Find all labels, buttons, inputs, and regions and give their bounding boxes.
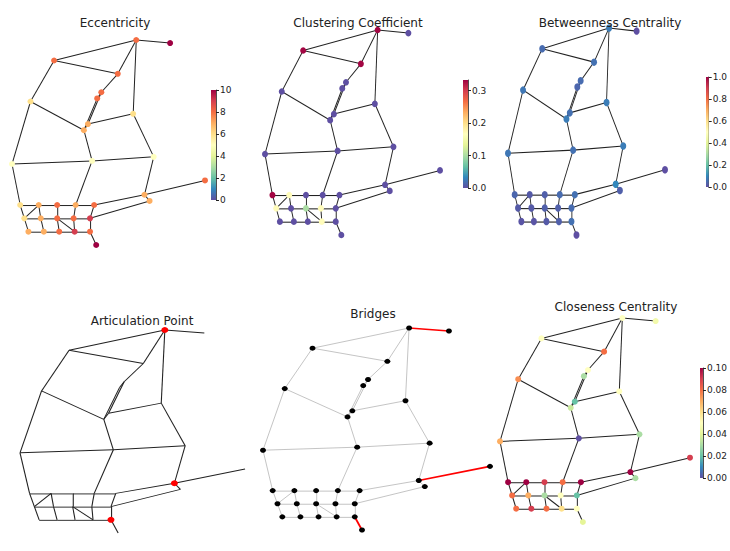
svg-text:0.1: 0.1: [472, 151, 486, 161]
svg-text:0.2: 0.2: [472, 118, 486, 128]
svg-text:Bridges: Bridges: [350, 307, 395, 321]
svg-text:0.10: 0.10: [707, 363, 727, 373]
svg-text:0.8: 0.8: [713, 94, 728, 104]
svg-text:2: 2: [220, 173, 226, 183]
svg-text:0.2: 0.2: [713, 160, 727, 170]
svg-text:0.6: 0.6: [713, 116, 728, 126]
svg-text:0.0: 0.0: [713, 182, 728, 192]
svg-text:1.0: 1.0: [713, 72, 728, 82]
svg-text:0.04: 0.04: [707, 429, 727, 439]
svg-text:0.06: 0.06: [707, 407, 727, 417]
svg-text:0.02: 0.02: [707, 451, 727, 461]
svg-text:10: 10: [220, 85, 232, 95]
svg-text:6: 6: [220, 129, 226, 139]
svg-text:Clustering Coefficient: Clustering Coefficient: [293, 16, 423, 30]
svg-text:0.0: 0.0: [472, 183, 487, 193]
svg-text:0.08: 0.08: [707, 385, 727, 395]
svg-text:0.00: 0.00: [707, 473, 727, 483]
svg-text:8: 8: [220, 107, 226, 117]
svg-text:0: 0: [220, 195, 226, 205]
svg-text:Closeness Centrality: Closeness Centrality: [555, 300, 678, 314]
svg-text:Eccentricity: Eccentricity: [80, 16, 150, 30]
svg-text:0.4: 0.4: [713, 138, 728, 148]
svg-text:Articulation Point: Articulation Point: [91, 314, 194, 328]
svg-text:Betweenness Centrality: Betweenness Centrality: [539, 16, 682, 30]
svg-text:0.3: 0.3: [472, 86, 486, 96]
svg-text:4: 4: [220, 151, 226, 161]
